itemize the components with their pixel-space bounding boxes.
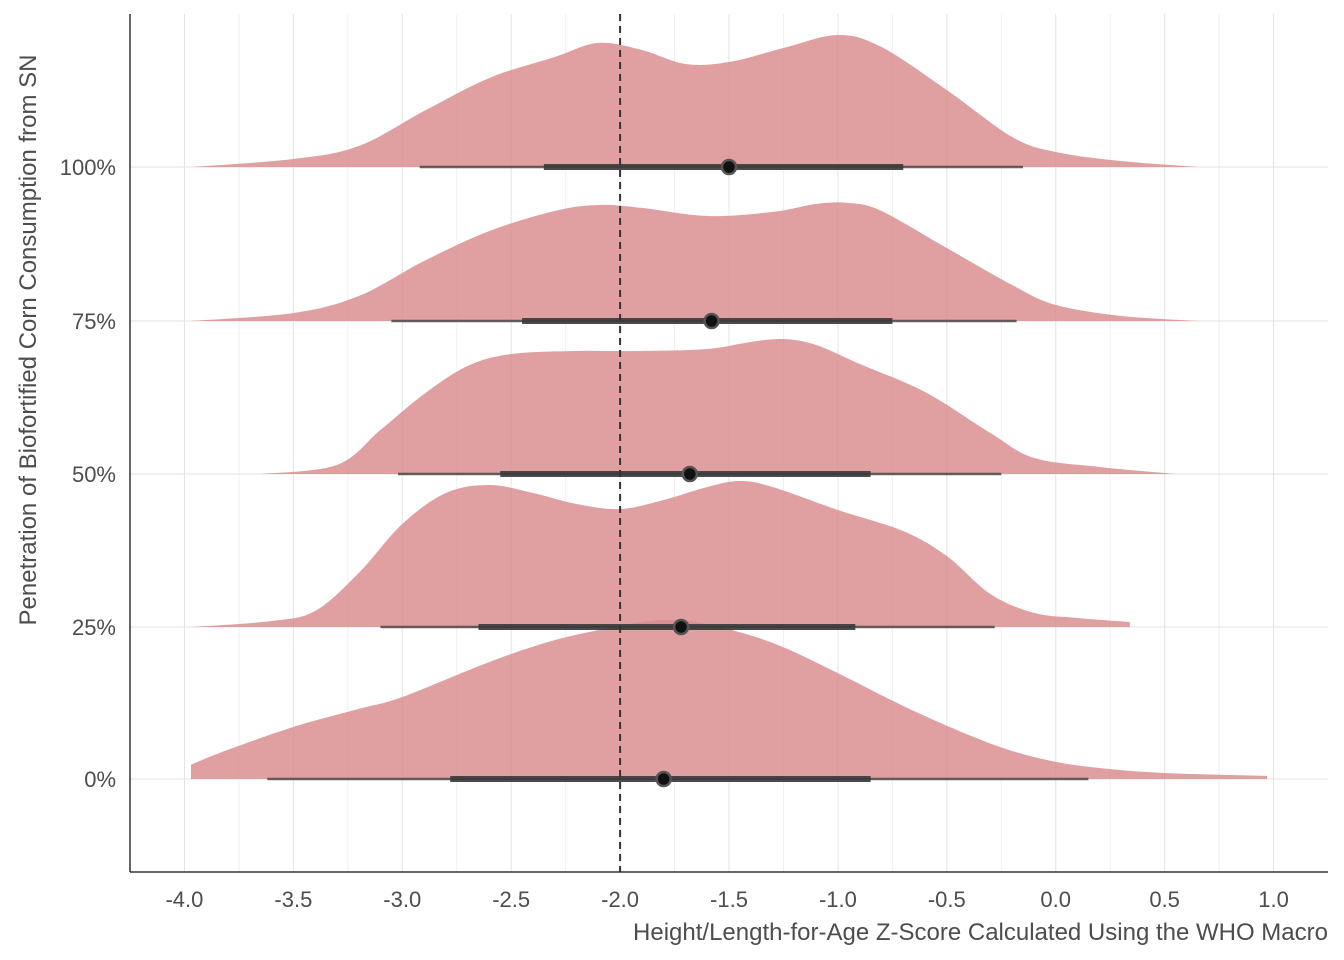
point-estimate-75% [703,312,720,330]
x-axis-title: Height/Length-for-Age Z-Score Calculated… [633,919,1328,946]
y-tick-label: 50% [72,462,116,487]
y-tick-label: 75% [72,309,116,334]
interval-layer [267,158,1089,788]
density-ridge-75% [190,202,1200,321]
x-tick-label: -3.0 [383,887,421,912]
density-ridge-50% [260,338,1176,474]
y-axis-title: Penetration of Biofortified Corn Consump… [15,55,42,626]
x-tick-label: 0.0 [1040,887,1071,912]
point-estimate-50% [681,465,699,483]
x-tick-label: -3.5 [274,887,312,912]
point-estimate-100% [720,158,738,176]
x-tick-label: -1.5 [710,887,748,912]
y-tick-label: 100% [60,155,116,180]
axes [129,14,1328,873]
density-ridge-25% [190,481,1130,627]
x-tick-label: 0.5 [1149,887,1180,912]
point-estimate-0% [655,770,672,788]
density-layer [190,34,1268,779]
point-estimate-25% [672,618,690,636]
x-tick-label: -1.0 [819,887,857,912]
x-tick-label: -2.5 [492,887,530,912]
x-tick-label: -4.0 [165,887,203,912]
y-tick-label: 25% [72,615,116,640]
x-tick-label: 1.0 [1258,887,1289,912]
y-tick-labels: 0% 25% 50% 75% 100% [60,155,116,792]
density-ridge-100% [190,34,1200,168]
x-tick-labels: -4.0 -3.5 -3.0 -2.5 -2.0 -1.5 -1.0 -0.5 0.0 0.5 1.… [165,887,1288,912]
density-ridge-0% [190,619,1268,779]
y-tick-label: 0% [84,767,116,792]
x-tick-label: -2.0 [601,887,639,912]
x-tick-label: -0.5 [928,887,966,912]
